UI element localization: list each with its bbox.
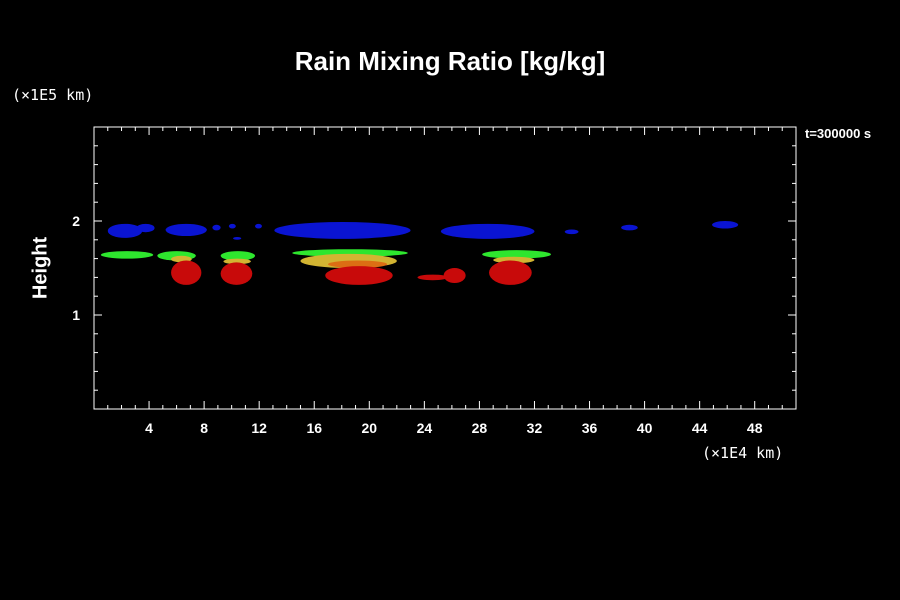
- contour-region-blue: [233, 236, 242, 240]
- contour-region-blue: [440, 223, 535, 239]
- x-tick-label: 4: [145, 420, 153, 436]
- x-tick-label: 20: [362, 420, 378, 436]
- contour-region-blue: [564, 229, 579, 235]
- contour-region-yellow: [223, 258, 251, 265]
- contour-region-blue: [212, 224, 221, 231]
- x-tick-label: 48: [747, 420, 763, 436]
- contour-region-green: [100, 251, 154, 259]
- x-tick-label: 28: [472, 420, 488, 436]
- contour-region-blue: [255, 223, 262, 229]
- x-tick-label: 44: [692, 420, 708, 436]
- y-tick-label: 2: [72, 213, 80, 229]
- contour-region-red: [171, 260, 202, 285]
- contour-region-green: [292, 249, 408, 257]
- contour-region-red: [220, 262, 253, 285]
- plot-frame: [93, 126, 797, 410]
- contour-region-red: [417, 274, 448, 281]
- x-tick-label: 40: [637, 420, 653, 436]
- chart-title: Rain Mixing Ratio [kg/kg]: [294, 46, 606, 76]
- contour-region-green: [482, 250, 551, 259]
- contour-region-blue: [228, 223, 236, 229]
- contour-region-blue: [274, 221, 411, 239]
- time-label: t=300000 s: [805, 126, 872, 141]
- x-tick-label: 8: [200, 420, 208, 436]
- contour-region-blue: [712, 221, 739, 229]
- contour-region-blue: [107, 223, 143, 238]
- contour-region-blue: [165, 223, 207, 237]
- x-tick-label: 12: [251, 420, 267, 436]
- y-tick-label: 1: [72, 307, 80, 323]
- y-axis-unit: (×1E5 km): [12, 86, 94, 104]
- x-tick-label: 36: [582, 420, 598, 436]
- contour-region-red: [325, 266, 393, 285]
- x-tick-label: 24: [417, 420, 433, 436]
- x-tick-label: 16: [306, 420, 322, 436]
- x-tick-label: 32: [527, 420, 543, 436]
- contour-region-blue: [136, 223, 155, 233]
- x-axis-unit: (×1E4 km): [702, 444, 784, 462]
- contour-region-green: [220, 251, 256, 261]
- contour-region-red: [443, 268, 466, 284]
- contour-region-blue: [621, 224, 638, 231]
- contour-region-orange: [328, 260, 388, 268]
- contour-region-red: [489, 260, 532, 285]
